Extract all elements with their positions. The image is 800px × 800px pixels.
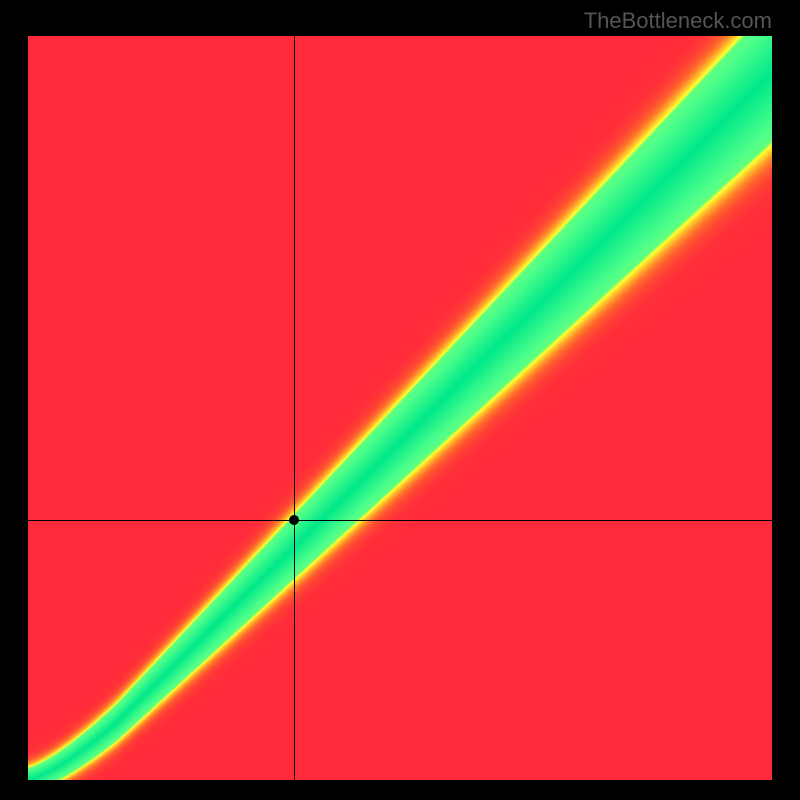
plot-area [28, 36, 772, 780]
crosshair-marker [289, 515, 299, 525]
crosshair-vertical [294, 36, 295, 780]
crosshair-horizontal [28, 520, 772, 521]
heatmap-canvas [28, 36, 772, 780]
watermark-text: TheBottleneck.com [584, 8, 772, 34]
